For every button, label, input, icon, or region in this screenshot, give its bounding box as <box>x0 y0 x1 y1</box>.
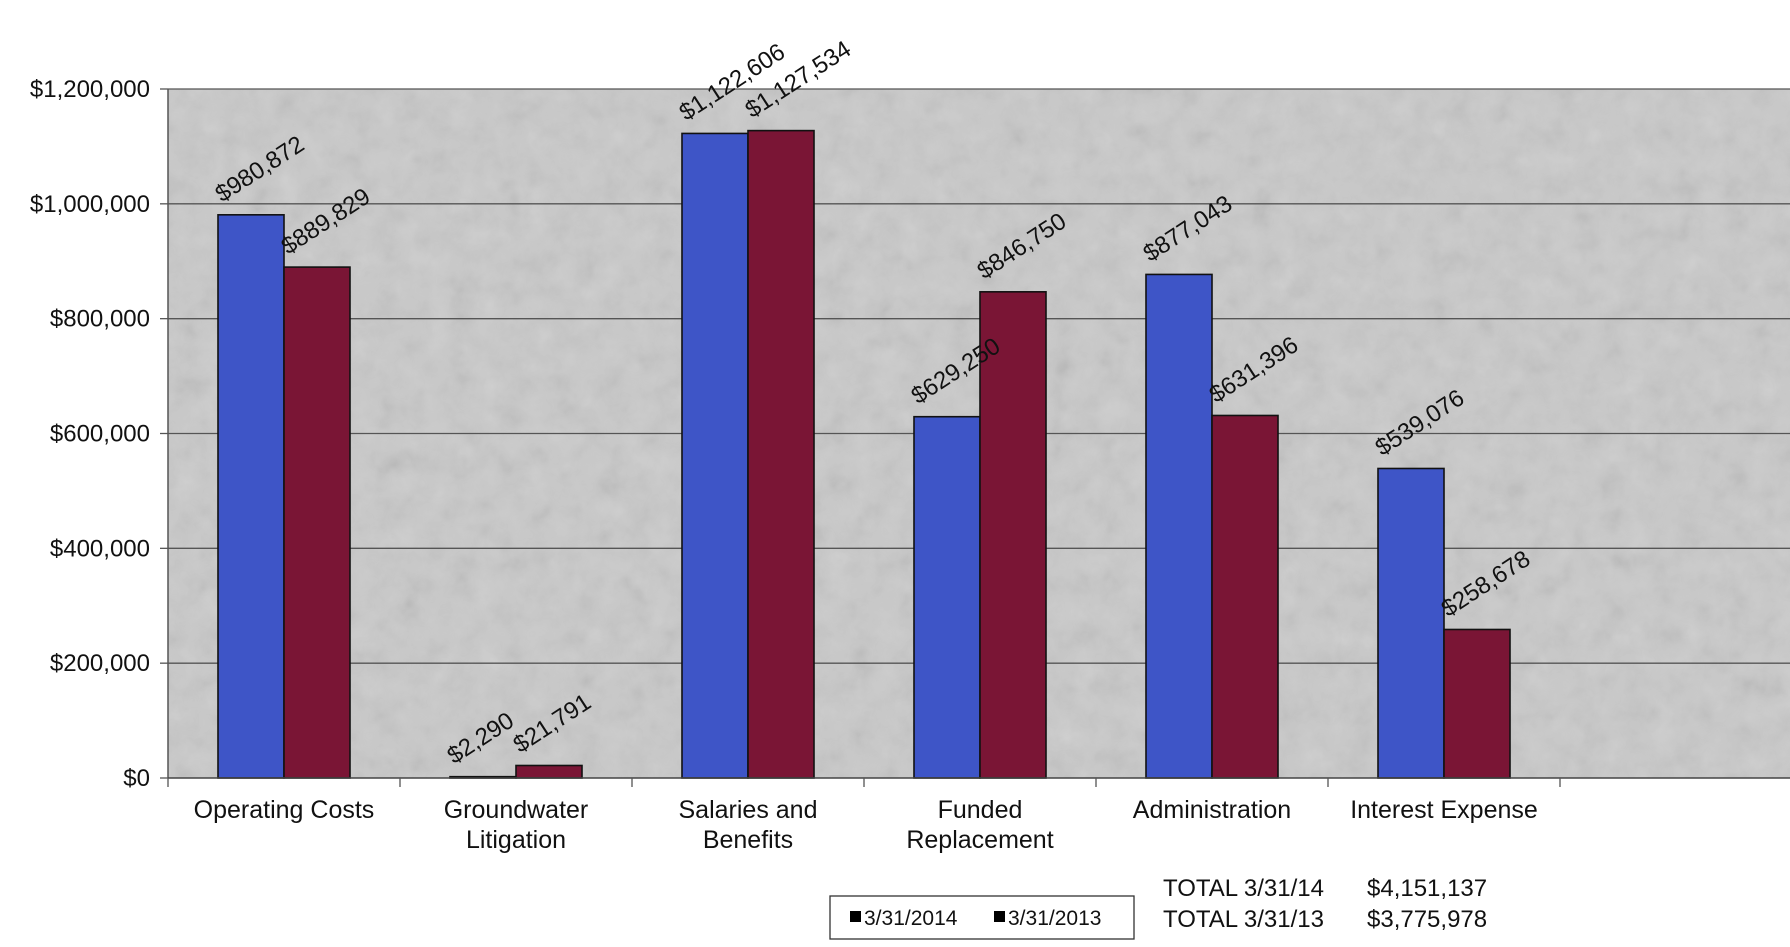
x-tick-label: Litigation <box>466 826 566 854</box>
y-tick-label: $600,000 <box>50 421 150 448</box>
bar <box>1145 273 1213 779</box>
bar <box>283 266 351 779</box>
x-tick-label: Administration <box>1133 796 1291 824</box>
x-tick-label: Benefits <box>703 826 793 854</box>
x-tick-label: Replacement <box>906 826 1053 854</box>
bar <box>979 291 1047 779</box>
legend-swatch <box>850 911 861 922</box>
x-tick-label: Operating Costs <box>194 796 375 824</box>
bar <box>217 214 285 779</box>
x-tick-label: Groundwater <box>444 796 589 824</box>
total-label: TOTAL 3/31/13 <box>1163 906 1324 933</box>
bar <box>1211 414 1279 779</box>
x-tick-label: Interest Expense <box>1350 796 1538 824</box>
total-label: TOTAL 3/31/14 <box>1163 875 1324 902</box>
y-tick-label: $1,000,000 <box>30 191 150 218</box>
y-tick-label: $800,000 <box>50 306 150 333</box>
bar <box>515 764 583 779</box>
bar <box>747 129 815 779</box>
legend-label: 3/31/2014 <box>864 907 958 930</box>
bar <box>1377 467 1445 779</box>
legend-box <box>829 895 1135 940</box>
y-tick-label: $400,000 <box>50 535 150 562</box>
bar <box>1443 628 1511 779</box>
y-tick-label: $200,000 <box>50 650 150 677</box>
total-value: $3,775,978 <box>1367 906 1487 933</box>
y-tick-label: $1,200,000 <box>30 76 150 103</box>
y-tick-label: $0 <box>123 765 150 792</box>
x-tick-label: Funded <box>938 796 1023 824</box>
legend-label: 3/31/2013 <box>1008 907 1101 930</box>
bar <box>913 415 981 779</box>
bar <box>681 132 749 779</box>
legend-swatch <box>994 911 1005 922</box>
total-value: $4,151,137 <box>1367 875 1487 902</box>
x-tick-label: Salaries and <box>679 796 818 824</box>
